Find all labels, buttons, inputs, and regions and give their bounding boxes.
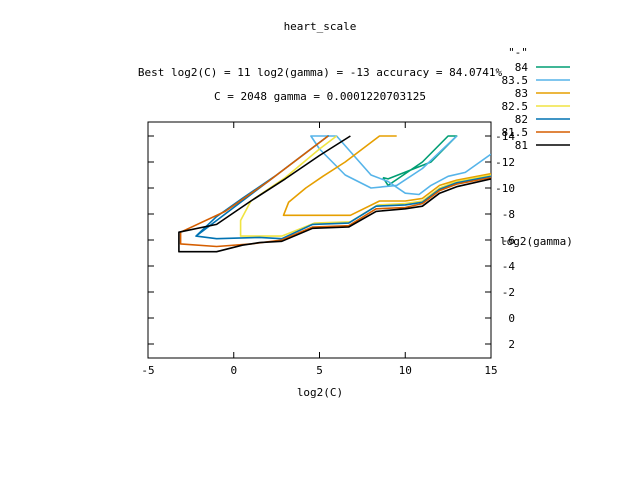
y-tick-label: -8 [502,208,515,221]
y-tick-label: -4 [502,260,516,273]
contour-lines [178,135,491,253]
y-axis-ticks: 2 0 -2 -4 -6 -8 -10 -12 -14 [148,130,515,351]
legend-label: 82.5 [502,100,529,113]
legend-label: 83.5 [502,74,529,87]
contour-line-81-5 [179,135,491,248]
legend-title: "-" [508,46,528,59]
y-tick-label: -12 [495,156,515,169]
x-tick-label: 10 [399,364,412,377]
legend-label: 81 [515,139,528,152]
y-tick-label: -14 [495,130,515,143]
chart-title: heart_scale [284,20,357,33]
chart-subtitle-params: C = 2048 gamma = 0.0001220703125 [214,90,426,103]
y-tick-label: -10 [495,182,515,195]
contour-line-83 [282,135,491,217]
x-axis-ticks: -5 0 5 10 15 [141,122,498,377]
plot-frame [147,121,492,359]
contour-line-84 [382,135,458,187]
x-tick-label: -5 [141,364,154,377]
y-tick-label: -2 [502,286,515,299]
y-tick-label: 0 [508,312,515,325]
x-tick-label: 15 [484,364,497,377]
chart-subtitle-best: Best log2(C) = 11 log2(gamma) = -13 accu… [138,66,503,79]
x-tick-label: 5 [316,364,323,377]
contour-line-81 [178,135,491,253]
y-tick-label: -6 [502,234,515,247]
legend-label: 83 [515,87,528,100]
y-tick-label: 2 [508,338,515,351]
legend-label: 81.5 [502,126,529,139]
y-axis-label: log2(gamma) [500,235,573,248]
legend-label: 82 [515,113,528,126]
x-axis-label: log2(C) [297,386,343,399]
x-tick-label: 0 [230,364,237,377]
legend-label: 84 [515,61,529,74]
